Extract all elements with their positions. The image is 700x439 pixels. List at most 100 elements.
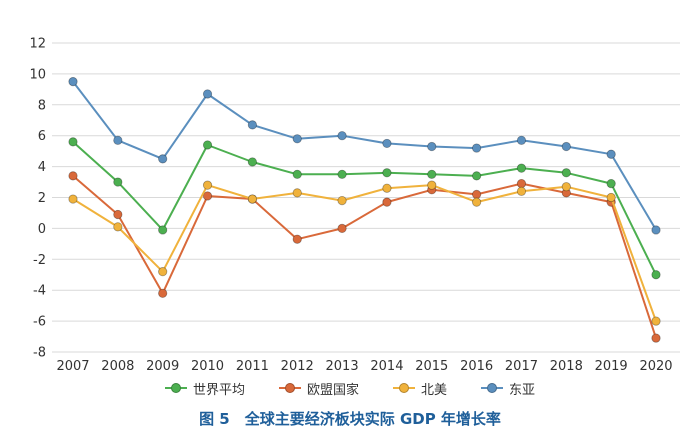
data-point xyxy=(113,135,123,145)
data-point xyxy=(516,186,527,196)
data-point xyxy=(158,267,168,277)
y-tick-label: 0 xyxy=(38,222,46,237)
data-point xyxy=(292,188,302,198)
series-2 xyxy=(68,180,661,326)
data-point xyxy=(651,225,661,235)
data-point xyxy=(337,223,347,233)
x-tick-label: 2009 xyxy=(146,359,179,374)
data-point xyxy=(516,135,527,145)
data-point xyxy=(68,171,78,181)
data-point xyxy=(516,178,527,189)
data-point xyxy=(427,169,437,179)
data-point xyxy=(382,197,392,207)
legend: 世界平均 欧盟国家 北美 东亚 xyxy=(0,376,700,400)
x-tick-label: 2012 xyxy=(281,359,314,374)
y-tick-label: -2 xyxy=(33,253,46,268)
data-point xyxy=(651,333,661,343)
data-point xyxy=(427,141,437,152)
data-point xyxy=(561,168,571,178)
data-point xyxy=(337,195,347,206)
y-tick-label: -8 xyxy=(33,346,46,361)
legend-swatch-series-3 xyxy=(481,382,504,394)
data-point xyxy=(606,192,616,203)
x-tick-label: 2018 xyxy=(550,359,583,374)
series-3 xyxy=(68,77,661,235)
legend-label-series-2: 北美 xyxy=(421,382,448,398)
data-point xyxy=(472,171,482,181)
y-axis: -8 -6 -4 -2 0 2 4 6 8 10 12 xyxy=(29,37,46,361)
data-point xyxy=(472,189,482,200)
legend-item-series-2: 北美 xyxy=(393,379,447,398)
y-tick-label: 2 xyxy=(38,191,46,206)
data-point xyxy=(561,182,571,192)
legend-marker-series-2 xyxy=(399,383,409,393)
data-point xyxy=(292,234,302,244)
data-point xyxy=(606,178,616,189)
y-tick-label: -4 xyxy=(33,284,46,299)
data-point xyxy=(68,137,78,147)
legend-label-series-3: 东亚 xyxy=(509,382,536,398)
data-point xyxy=(202,191,213,201)
data-point xyxy=(382,168,392,178)
data-point xyxy=(382,138,392,149)
x-tick-label: 2020 xyxy=(639,359,672,374)
y-tick-label: -6 xyxy=(33,315,46,330)
x-tick-label: 2008 xyxy=(101,359,134,374)
data-point xyxy=(247,194,257,204)
x-axis: 2007 2008 2009 2010 2011 2012 2013 2014 2015 2016… xyxy=(56,359,672,374)
x-tick-label: 2007 xyxy=(56,359,89,374)
data-point xyxy=(606,149,616,159)
data-point xyxy=(382,183,392,193)
data-point xyxy=(472,143,482,153)
legend-label-series-1: 欧盟国家 xyxy=(306,382,359,398)
legend-marker-series-0 xyxy=(170,383,181,393)
x-tick-label: 2017 xyxy=(505,359,538,374)
y-tick-label: 4 xyxy=(38,160,46,175)
gridlines xyxy=(52,42,680,353)
data-point xyxy=(651,270,661,280)
series-group xyxy=(68,77,661,343)
series-line-0 xyxy=(72,141,657,276)
legend-label-series-0: 世界平均 xyxy=(192,382,245,398)
x-tick-label: 2016 xyxy=(460,359,493,374)
legend-swatch-series-0 xyxy=(164,382,187,394)
data-point xyxy=(158,225,168,235)
legend-item-series-1: 欧盟国家 xyxy=(278,379,359,398)
data-point xyxy=(247,157,257,167)
x-tick-label: 2010 xyxy=(191,359,224,374)
legend-swatch-series-1 xyxy=(278,382,301,394)
legend-item-series-0: 世界平均 xyxy=(164,379,245,398)
data-point xyxy=(158,154,168,164)
data-point xyxy=(202,89,213,99)
figure-caption: 图 5 全球主要经济板块实际 GDP 年增长率 xyxy=(199,410,501,428)
y-tick-label: 8 xyxy=(38,98,46,113)
data-point xyxy=(292,169,302,179)
data-point xyxy=(113,222,123,232)
legend-item-series-3: 东亚 xyxy=(481,379,535,398)
x-tick-label: 2015 xyxy=(415,359,448,374)
legend-marker-series-1 xyxy=(284,383,295,393)
data-point xyxy=(337,169,347,179)
data-point xyxy=(561,141,571,152)
data-point xyxy=(113,209,123,220)
data-point xyxy=(202,180,213,190)
legend-swatch-series-2 xyxy=(393,382,415,394)
legend-marker-series-3 xyxy=(487,383,498,393)
data-point xyxy=(68,77,78,87)
data-point xyxy=(158,288,168,298)
x-tick-label: 2011 xyxy=(236,359,269,374)
x-tick-label: 2019 xyxy=(595,359,628,374)
series-line-2 xyxy=(72,184,657,322)
x-tick-label: 2014 xyxy=(370,359,403,374)
data-point xyxy=(202,140,213,150)
series-line-3 xyxy=(72,80,657,231)
data-point xyxy=(68,194,78,204)
y-tick-label: 6 xyxy=(38,129,46,144)
data-point xyxy=(337,131,347,141)
data-point xyxy=(292,134,302,144)
x-tick-label: 2013 xyxy=(326,359,359,374)
data-point xyxy=(516,163,527,173)
y-tick-label: 12 xyxy=(29,37,46,52)
data-point xyxy=(651,316,661,326)
